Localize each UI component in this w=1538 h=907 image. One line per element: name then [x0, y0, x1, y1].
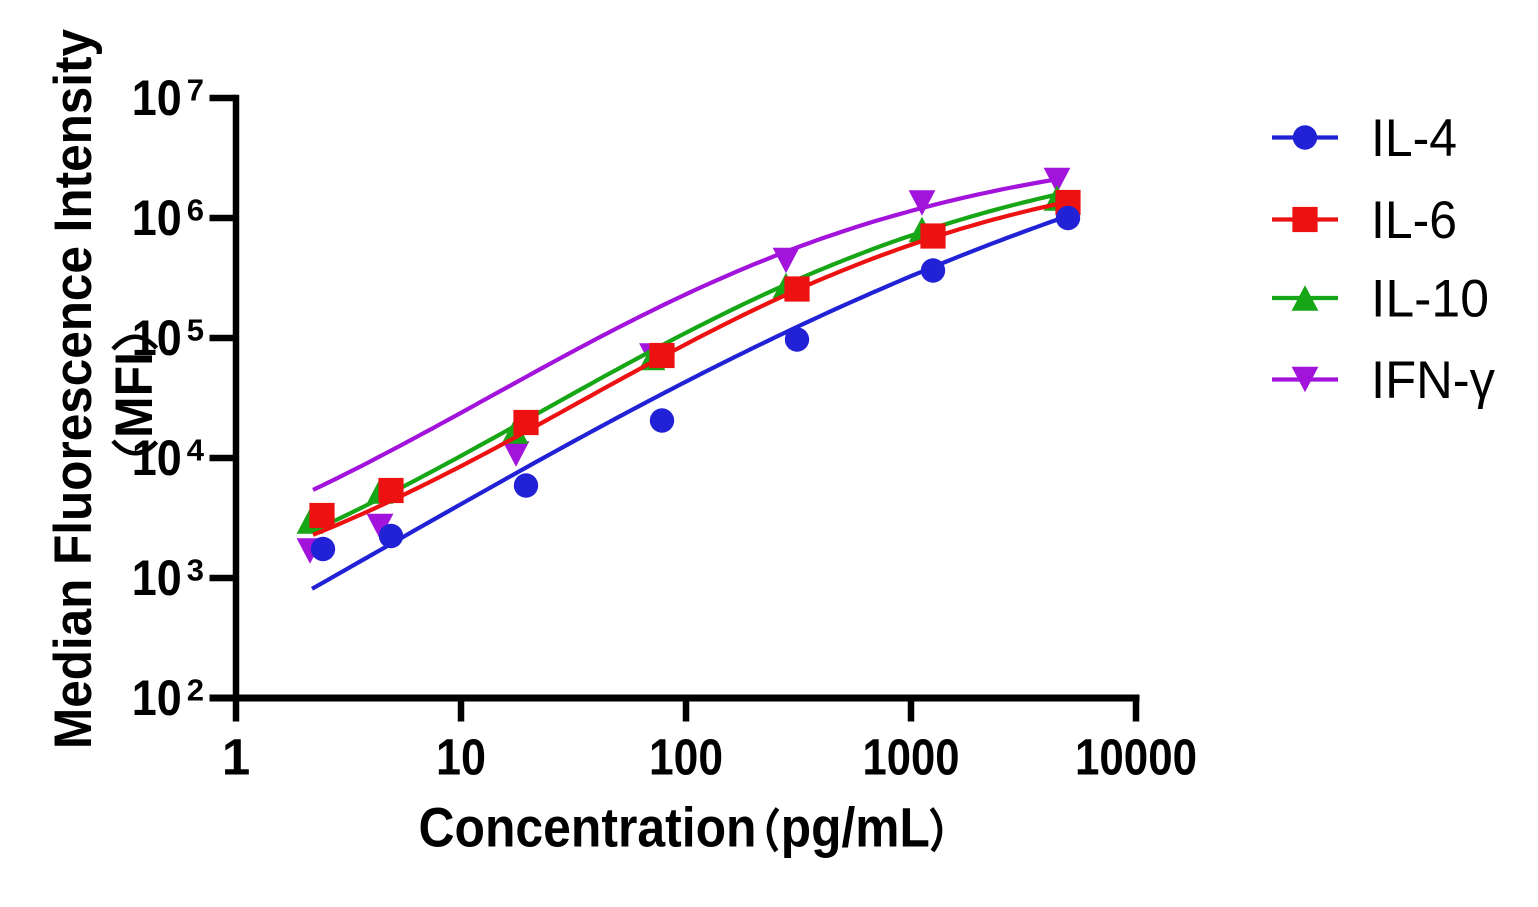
svg-text:7: 7 — [187, 72, 204, 107]
svg-text:4: 4 — [187, 432, 205, 467]
svg-text:5: 5 — [187, 312, 204, 347]
svg-text:pg/mL: pg/mL — [781, 796, 930, 859]
svg-text:1: 1 — [222, 729, 250, 786]
svg-text:Median Fluorescence Intensity: Median Fluorescence Intensity — [44, 29, 103, 749]
svg-text:100: 100 — [649, 729, 723, 786]
svg-text:10: 10 — [436, 729, 486, 786]
svg-text:IL-4: IL-4 — [1371, 109, 1457, 168]
svg-text:2: 2 — [187, 672, 204, 707]
svg-text:10: 10 — [132, 70, 182, 126]
svg-text:10000: 10000 — [1075, 729, 1197, 786]
svg-text:MFI: MFI — [105, 352, 164, 438]
svg-text:10: 10 — [132, 670, 182, 726]
svg-text:3: 3 — [187, 552, 204, 587]
svg-text:1000: 1000 — [863, 729, 960, 786]
svg-text:IL-10: IL-10 — [1371, 269, 1489, 328]
svg-text:Concentration: Concentration — [419, 796, 757, 859]
svg-text:10: 10 — [132, 430, 182, 486]
svg-text:10: 10 — [132, 190, 182, 246]
svg-text:6: 6 — [187, 192, 204, 227]
svg-text:IL-6: IL-6 — [1371, 191, 1457, 250]
svg-text:10: 10 — [132, 550, 182, 606]
svg-text:IFN-γ: IFN-γ — [1371, 351, 1495, 410]
